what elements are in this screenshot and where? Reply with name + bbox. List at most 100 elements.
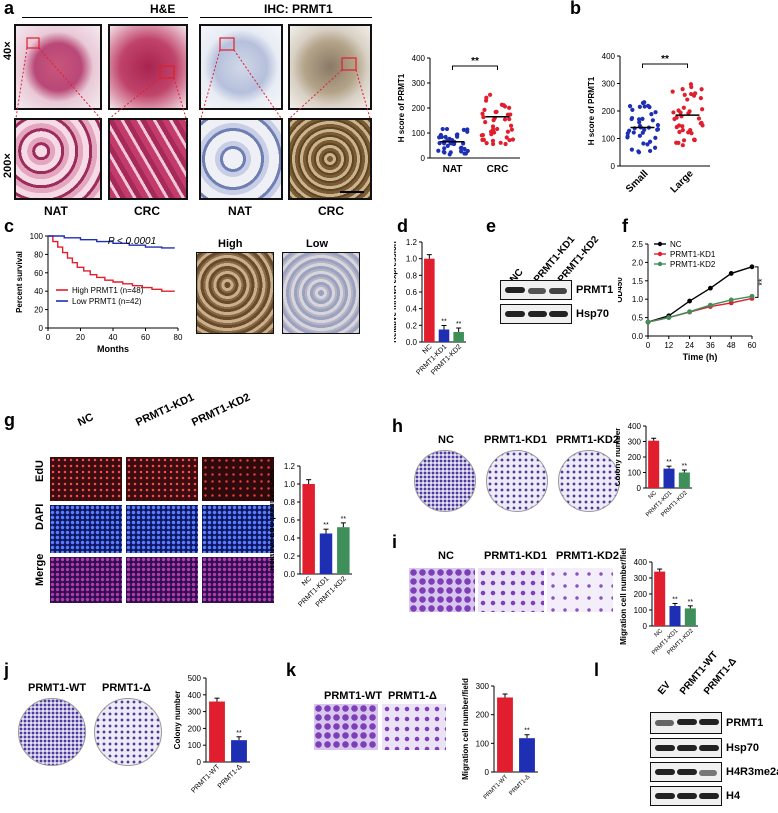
c-legend-label-0: High PRMT1 (n=48) [72,286,144,295]
j-ytick-label-5: 500 [188,674,202,683]
k-ytick-label-2: 200 [476,711,490,720]
a-point-1-29 [503,141,508,147]
c-xtick-label-1: 20 [76,333,85,342]
a-point-0-37 [465,129,470,134]
f-point-0-3 [708,285,713,291]
f-legend-marker-1 [657,251,663,257]
edu-kd1 [126,457,198,501]
c-ytick-label-1: 20 [34,306,43,315]
h-col-kd2: PRMT1-KD2 [556,434,619,446]
a-point-1-25 [479,133,484,138]
f-point-0-5 [749,264,755,270]
bar-chart-j: 0 100 200 300 400 500 Colony number PRMT1-WT ** P… [173,674,250,795]
b-point-1-32 [680,143,685,148]
panel-label-b: b [570,0,581,18]
b-point-1-28 [696,116,702,121]
a-point-1-39 [508,112,513,117]
b-point-0-36 [642,127,647,132]
survival-chart-c: 0 20 40 60 80 100 Percent survival 0 20 40 60 80 Mon… [15,232,183,354]
merge-kd1 [126,557,198,603]
g-row-edu: EdU [34,460,46,482]
a-point-1-0 [480,111,485,116]
d-ytick-label-2: 0.4 [406,305,418,314]
j-bar-1 [231,740,247,762]
k-col-wt: PRMT1-WT [324,690,383,702]
b-point-1-25 [674,140,679,145]
bar-chart-k: 0 100 200 300 Migration cell number/field PRM… [461,678,538,801]
a-point-0-10 [436,148,441,153]
f-ytick-label-2: 1.0 [632,295,644,304]
dish-h-nc [414,450,476,512]
a-point-1-21 [495,126,500,132]
b-signif: ** [661,54,669,65]
f-point-2-0 [645,319,651,325]
panel-label-l: l [594,660,600,680]
g-ytick-label-4: 0.8 [284,498,296,507]
a-point-0-39 [454,132,460,137]
b-point-0-13 [649,112,654,117]
merge-nc [50,557,122,603]
a-point-0-28 [447,152,452,157]
a-point-1-8 [507,117,512,122]
c-series-line-1 [48,235,175,249]
g-row-dapi: DAPI [34,503,46,530]
b-ylabel: H score of PRMT1 [587,76,596,145]
f-signif-bracket [755,266,759,298]
d-bar-2 [453,332,464,342]
band-label-l-prmt1: PRMT1 [726,717,764,729]
f-legend-label-1: PRMT1-KD1 [670,250,716,259]
i-bar-1 [669,606,681,626]
b-point-0-8 [655,122,661,128]
b-point-1-24 [681,105,686,110]
f-legend-marker-2 [657,261,663,267]
f-point-0-4 [728,271,734,276]
panel-label-i: i [392,532,398,552]
he-title: H&E [150,2,176,16]
g-ytick-label-2: 0.4 [284,534,296,543]
he-title-rule [22,17,188,18]
b-point-1-34 [688,91,694,97]
a-ytick-label-0: 0 [421,154,426,163]
b-ytick-label-4: 400 [602,52,616,61]
f-point-2-3 [708,302,713,308]
a-point-0-34 [442,146,447,151]
c-ytick-label-2: 40 [34,287,43,296]
g-signif-1: ** [323,522,329,529]
b-point-1-1 [670,89,675,94]
b-point-1-33 [700,123,705,128]
a-point-0-24 [447,136,452,141]
h-xlabel-0: NC [648,490,659,501]
a-ytick-label-4: 400 [412,54,426,63]
b-point-1-17 [691,137,697,142]
k-ytick-label-1: 100 [476,739,490,748]
d-ytick-label-1: 0.2 [406,321,418,330]
f-ytick-label-3: 1.5 [632,277,644,286]
b-point-1-19 [680,124,685,129]
f-ylabel: OD450 [618,277,624,303]
blot-e-hsp70 [500,304,572,324]
j-xlabel-0: PRMT1-WT [190,763,222,795]
c-ytick-label-0: 0 [39,324,44,333]
line-chart-f: 0.0 0.5 1.0 1.5 2.0 2.5 OD450 0 12 24 36 48 60 Time (… [618,240,767,362]
b-point-1-23 [686,111,691,116]
h-bar-0 [648,440,660,488]
b-point-0-17 [655,127,661,132]
d-ytick-label-0: 0.0 [406,338,418,347]
dish-h-kd1 [486,450,548,512]
b-point-0-28 [630,107,635,112]
mig-k-delta [382,704,446,750]
j-xlabel-1: PRMT1-Δ [217,763,244,790]
a-point-1-1 [490,124,496,129]
a-point-0-36 [458,146,463,151]
a-ytick-label-2: 200 [412,104,426,113]
a-point-0-21 [463,151,469,156]
a-point-1-37 [498,140,503,145]
g-ytick-label-3: 0.6 [284,516,296,525]
c-ytick-label-4: 80 [34,250,43,259]
d-bar-0 [424,258,435,342]
f-legend-label-0: NC [670,240,682,249]
bar-chart-i: 0 100 200 300 400 Migration cell number/field… [619,548,698,656]
ihc-low-image [282,252,360,334]
a-point-1-14 [507,105,512,110]
b-point-0-27 [637,120,642,125]
